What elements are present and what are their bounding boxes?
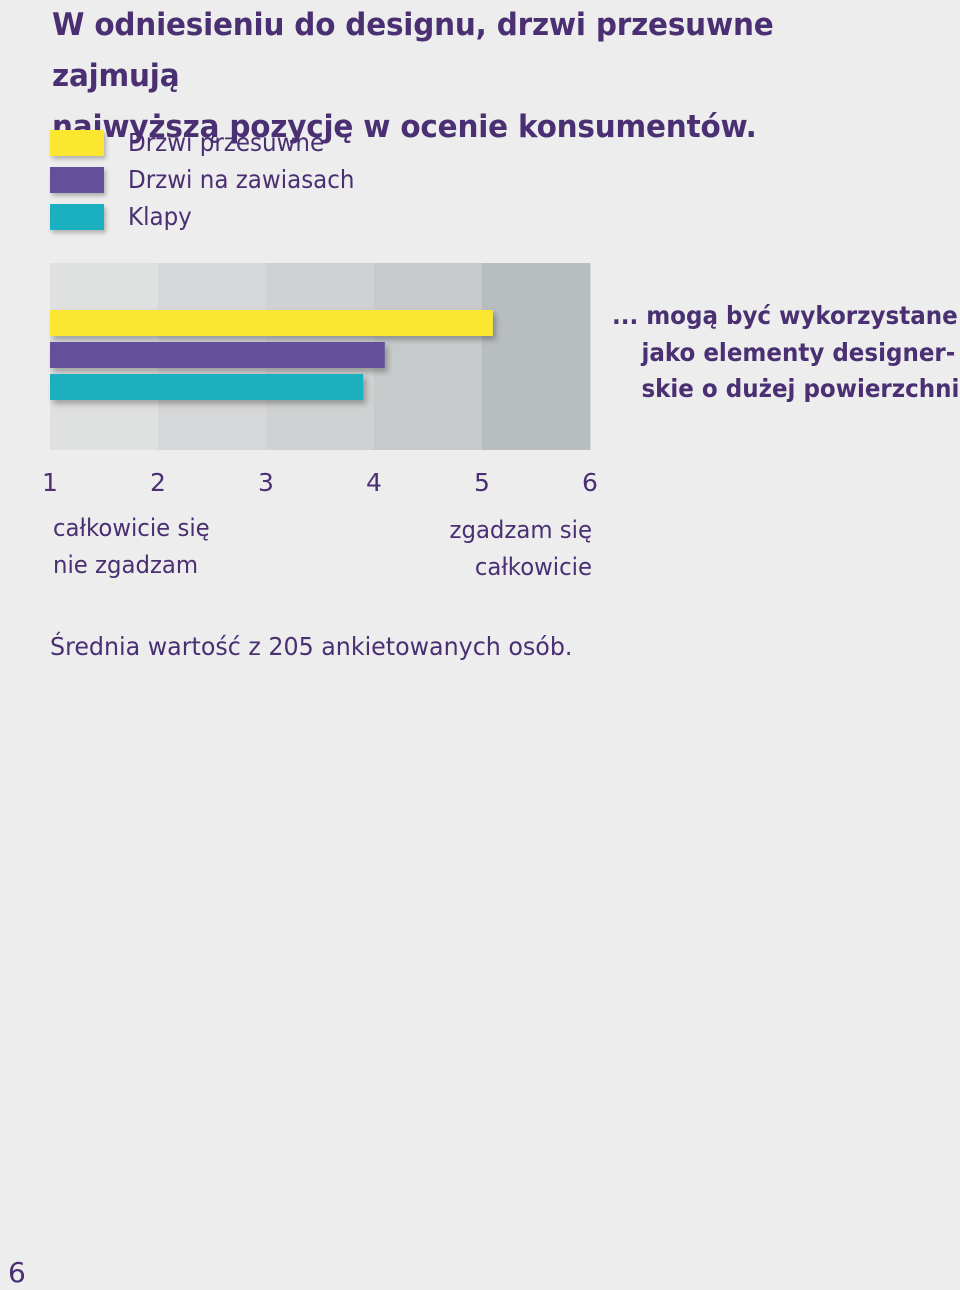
legend-swatch-hinged [50,167,104,193]
annotation-line-2: jako elementy designer- [641,337,956,367]
page-number: 6 [8,1256,26,1289]
scale-note-high-line-2: całkowicie [474,553,592,581]
legend-swatch-flaps [50,204,104,230]
footnote: Średnia wartość z 205 ankietowanych osób… [50,632,573,661]
plot-band-4 [374,263,483,450]
title-line-2: najwyższą pozycję w ocenie konsumentów. [52,109,757,145]
annotation-line-1: ... mogą być wykorzystane [612,301,958,330]
legend-swatch-sliding [50,130,104,156]
scale-note-high-line-1: zgadzam się [449,516,592,544]
legend-label-sliding: Drzwi przesuwne [128,128,325,157]
legend-label-hinged: Drzwi na zawiasach [128,165,355,194]
x-tick-label-6: 6 [582,468,598,497]
x-tick-label-2: 2 [150,468,166,497]
x-tick-label-3: 3 [258,468,274,497]
plot-band-5 [482,263,591,450]
chart-title: W odniesieniu do designu, drzwi przesuwn… [52,0,888,153]
chart-annotation: ... mogą być wykorzystane jako elementy … [612,298,960,408]
x-tick-label-1: 1 [42,468,58,497]
title-line-1: W odniesieniu do designu, drzwi przesuwn… [52,7,774,94]
bar-chart: 1 2 3 4 5 6 [42,263,598,497]
bar-3 [50,374,364,400]
scale-note-low-line-2: nie zgadzam [53,551,199,579]
bar-1 [50,310,493,336]
scale-note-low: całkowicie się nie zgadzam [53,510,210,584]
x-tick-label-5: 5 [474,468,490,497]
legend-label-flaps: Klapy [128,202,192,231]
bar-2 [50,342,385,368]
x-tick-label-4: 4 [366,468,382,497]
scale-note-high: zgadzam się całkowicie [449,512,592,586]
annotation-line-3: skie o dużej powierzchni. [641,374,960,403]
scale-note-low-line-1: całkowicie się [53,514,210,542]
